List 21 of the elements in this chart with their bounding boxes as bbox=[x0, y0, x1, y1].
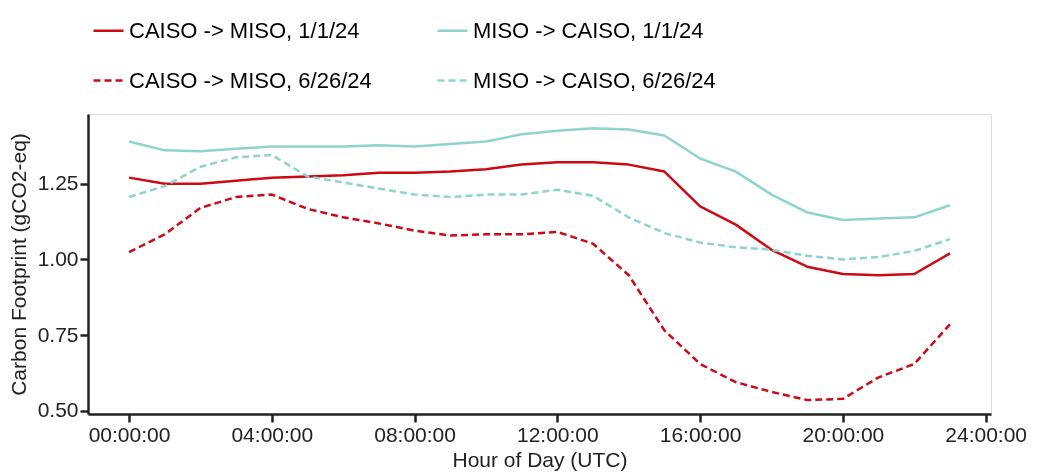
x-tick-label: 12:00:00 bbox=[516, 422, 599, 446]
x-axis-title: Hour of Day (UTC) bbox=[452, 447, 628, 471]
x-tick-label: 00:00:00 bbox=[88, 422, 171, 446]
legend-label: CAISO -> MISO, 6/26/24 bbox=[129, 67, 372, 93]
x-tick-label: 24:00:00 bbox=[945, 422, 1028, 446]
x-tick-label: 20:00:00 bbox=[802, 422, 885, 446]
y-axis-title: Carbon Footprint (gCO2-eq) bbox=[6, 133, 30, 396]
line-series bbox=[127, 193, 952, 402]
x-tick-label: 04:00:00 bbox=[231, 422, 314, 446]
y-tick-label: 1.25 bbox=[37, 171, 79, 195]
legend-label: CAISO -> MISO, 1/1/24 bbox=[129, 17, 360, 43]
x-tick-label: 16:00:00 bbox=[659, 422, 742, 446]
line-series bbox=[127, 126, 952, 222]
line-series bbox=[127, 153, 952, 261]
y-tick-label: 0.50 bbox=[37, 398, 79, 422]
x-tick-label: 08:00:00 bbox=[374, 422, 456, 446]
y-tick-label: 0.75 bbox=[37, 322, 79, 346]
y-tick-label: 1.00 bbox=[37, 246, 79, 270]
legend-label: MISO -> CAISO, 1/1/24 bbox=[473, 17, 704, 43]
legend-label: MISO -> CAISO, 6/26/24 bbox=[473, 67, 716, 93]
line-series bbox=[127, 160, 952, 277]
